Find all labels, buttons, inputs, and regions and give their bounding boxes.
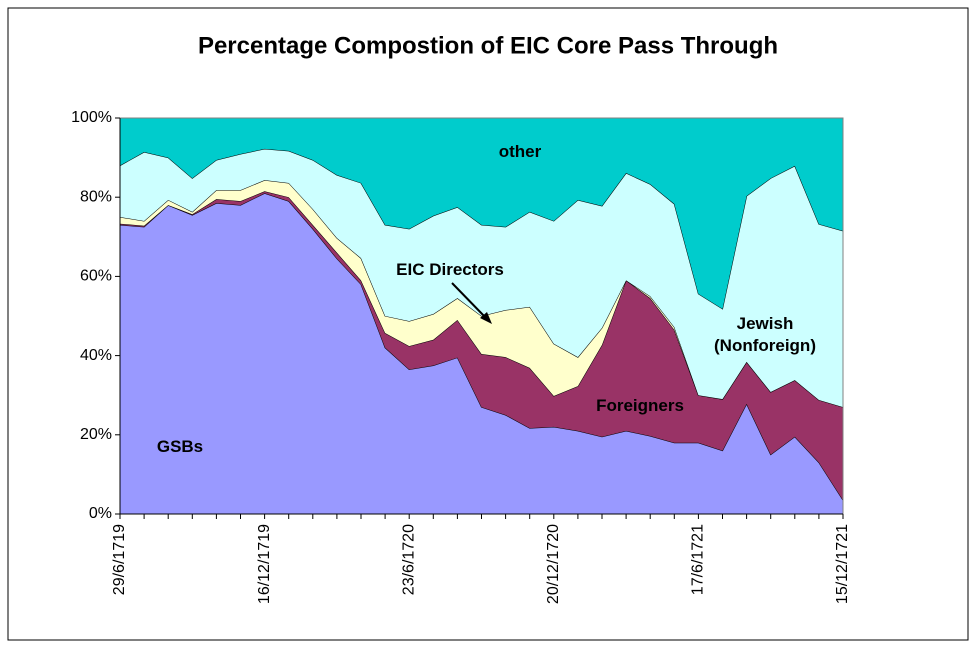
series-label: GSBs <box>156 437 204 456</box>
y-tick-label: 20% <box>80 426 112 443</box>
annotation-arrow <box>451 282 487 319</box>
series-label: EIC Directors <box>396 260 504 279</box>
area <box>120 193 843 515</box>
x-tick-label: 15/12/1721 <box>834 524 851 604</box>
area <box>120 118 843 309</box>
y-tick-label: 80% <box>80 188 112 205</box>
plot-area: 0% 20% 40% 60% 80% 100% 29/6/1719 16/12/1719 23/… <box>71 109 851 604</box>
x-tick-label: 20/12/1720 <box>545 524 562 604</box>
x-tick-label: 17/6/1721 <box>690 524 707 595</box>
area <box>120 191 843 501</box>
chart-title: Percentage Compostion of EIC Core Pass T… <box>198 32 778 59</box>
y-tick-label: 60% <box>80 268 112 285</box>
x-tick-label: 16/12/1719 <box>256 524 273 604</box>
y-tick-label: 40% <box>80 347 112 364</box>
x-tick-label: 23/6/1720 <box>400 524 417 595</box>
series-label: Jewish (Nonforeign) <box>714 314 816 355</box>
y-tick-label: 100% <box>71 109 112 126</box>
x-tick-label: 29/6/1719 <box>111 524 128 595</box>
series-label: other <box>498 142 542 161</box>
area <box>120 148 843 408</box>
series-label: Foreigners <box>596 396 684 415</box>
arrow-head <box>480 312 492 324</box>
y-tick-label: 0% <box>89 505 112 522</box>
